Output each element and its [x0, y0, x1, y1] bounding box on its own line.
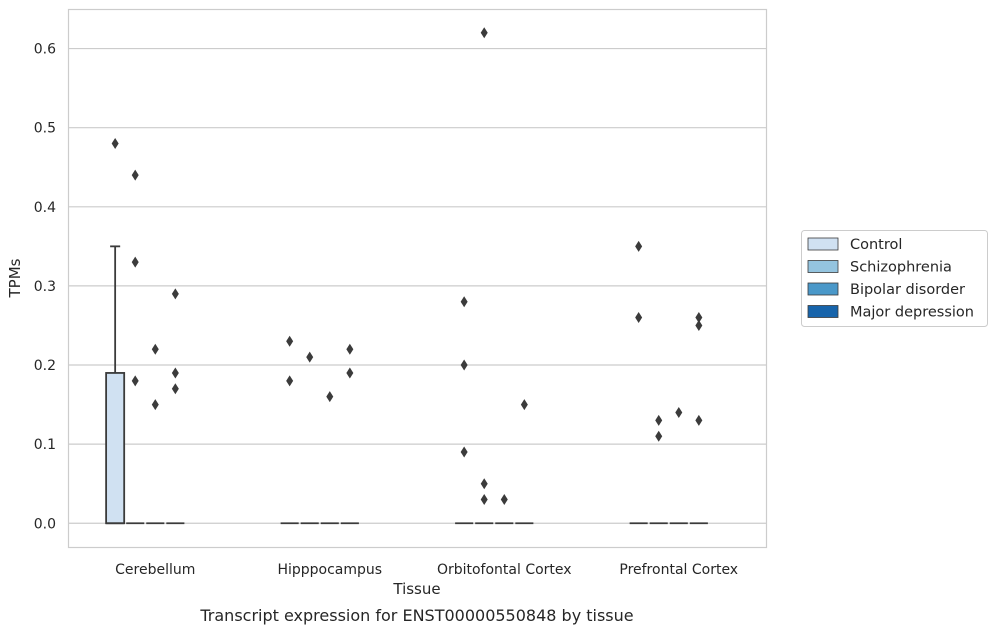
- legend-swatch: [807, 305, 839, 318]
- outlier-point: [131, 256, 139, 268]
- outlier-point: [460, 446, 468, 458]
- outlier-point: [500, 494, 508, 506]
- outlier-point: [171, 367, 179, 379]
- outlier-point: [286, 375, 294, 387]
- outlier-point: [131, 169, 139, 181]
- y-tick-label: 0.5: [34, 121, 56, 137]
- y-tick-label: 0.0: [34, 516, 56, 532]
- outlier-point: [460, 296, 468, 308]
- outlier-point: [655, 430, 663, 442]
- x-tick-label: Hipppocampus: [277, 562, 382, 578]
- outlier-point: [306, 351, 314, 363]
- outlier-point: [520, 399, 528, 411]
- legend-swatch: [807, 237, 839, 251]
- outlier-point: [460, 359, 468, 371]
- gridlines: [68, 47, 766, 524]
- outlier-point: [695, 319, 703, 331]
- outlier-point: [346, 343, 354, 355]
- legend-label: Schizophrenia: [850, 260, 952, 276]
- y-tick-label: 0.2: [34, 358, 56, 374]
- box-iqr: [105, 372, 126, 525]
- outlier-point: [171, 383, 179, 395]
- legend-swatch: [807, 282, 839, 296]
- outlier-point: [635, 312, 643, 324]
- outlier-point: [131, 375, 139, 387]
- outlier-point: [480, 27, 488, 39]
- x-tick-label: Orbitofontal Cortex: [437, 562, 572, 578]
- outlier-point: [111, 138, 119, 149]
- legend-label: Control: [850, 237, 902, 253]
- outlier-point: [655, 414, 663, 426]
- box-control: [105, 245, 126, 525]
- outlier-point: [346, 367, 354, 379]
- outlier-point: [635, 240, 643, 252]
- legend: Control Schizophrenia Bipolar disorder Majo…: [801, 230, 988, 327]
- legend-swatch: [807, 260, 839, 273]
- outlier-point: [675, 407, 683, 418]
- outlier-point: [695, 414, 703, 426]
- x-axis-label: Tissue: [392, 580, 440, 598]
- x-axis-ticks: Cerebellum Hipppocampus Orbitofontal Corte…: [115, 562, 738, 578]
- x-tick-label: Cerebellum: [115, 562, 195, 578]
- y-tick-label: 0.4: [34, 200, 56, 216]
- x-tick-label: Prefrontal Cortex: [619, 562, 738, 578]
- outlier-point: [695, 312, 703, 324]
- plot-frame: [67, 8, 768, 549]
- outlier-point: [151, 343, 159, 355]
- legend-label: Bipolar disorder: [850, 282, 965, 298]
- y-axis-ticks: 0.0 0.1 0.2 0.3 0.4 0.5 0.6: [34, 42, 56, 533]
- outlier-point: [480, 494, 488, 506]
- boxes: [105, 245, 708, 525]
- outlier-point: [171, 288, 179, 300]
- outlier-point: [480, 478, 488, 490]
- chart-caption: Transcript expression for ENST0000055084…: [199, 606, 633, 625]
- outlier-point: [326, 391, 334, 403]
- legend-label: Major depression: [850, 305, 974, 321]
- outlier-point: [151, 399, 159, 411]
- outlier-points: [111, 27, 703, 506]
- y-tick-label: 0.3: [34, 279, 56, 295]
- legend-frame: [801, 230, 988, 327]
- y-axis-label: TPMs: [6, 258, 24, 298]
- outlier-point: [286, 335, 294, 347]
- y-tick-label: 0.1: [34, 437, 56, 453]
- y-tick-label: 0.6: [34, 42, 56, 58]
